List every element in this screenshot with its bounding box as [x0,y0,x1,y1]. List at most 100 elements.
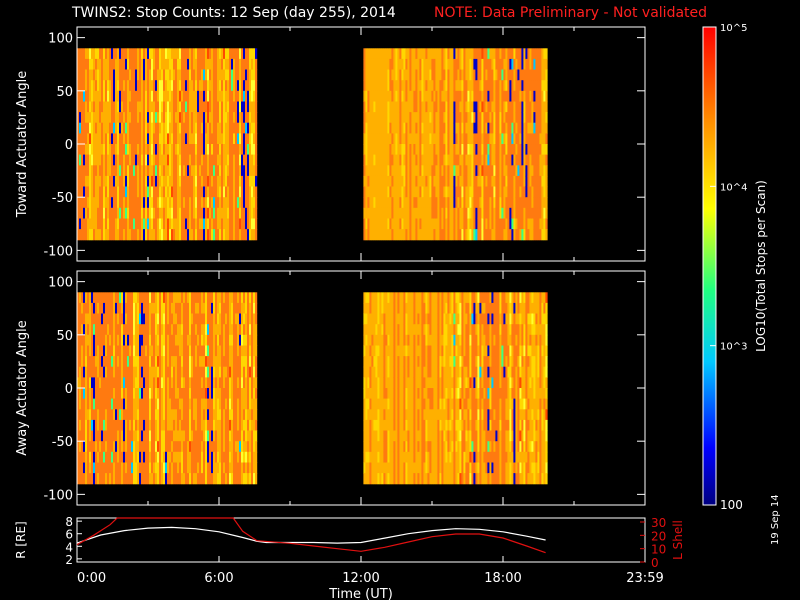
heatmap-cell [413,186,416,198]
heatmap-cell [213,451,216,463]
heatmap-cell [117,356,120,368]
heatmap-cell [403,175,406,188]
heatmap-cell [181,133,184,145]
heatmap-cell [221,302,224,315]
heatmap-cell [519,165,522,177]
heatmap-cell [539,165,542,177]
heatmap-cell [99,90,102,102]
heatmap-cell [511,101,514,113]
heatmap-cell [435,69,438,81]
heatmap-cell [179,430,182,442]
heatmap-cell [247,48,250,60]
heatmap-cell [489,186,492,198]
heatmap-cell [403,48,406,60]
heatmap-cell [209,122,212,134]
heatmap-cell [211,186,214,198]
heatmap-cell [429,80,432,92]
heatmap-cell [397,48,400,60]
heatmap-cell [493,112,496,124]
heatmap-cell [531,175,534,188]
heatmap-cell [109,48,112,60]
heatmap-cell [161,101,164,113]
heatmap-cell [123,302,126,315]
heatmap-cell [83,112,86,124]
heatmap-cell [231,186,234,198]
heatmap-cell [129,112,132,124]
heatmap-cell [501,165,504,177]
heatmap-cell [445,58,448,71]
heatmap-cell [187,345,190,357]
heatmap-cell [219,398,222,410]
heatmap-cell [225,451,228,463]
heatmap-cell [537,186,540,198]
heatmap-cell [119,80,122,92]
heatmap-cell [157,80,160,92]
heatmap-cell [221,292,224,304]
heatmap-cell [487,154,490,166]
heatmap-cell [443,122,446,134]
heatmap-cell [217,473,220,485]
heatmap-cell [393,144,396,156]
heatmap-cell [221,334,224,346]
heatmap-cell [509,186,512,198]
heatmap-cell [419,207,422,219]
heatmap-cell [521,207,524,219]
heatmap-cell [437,165,440,177]
heatmap-cell [469,80,472,92]
heatmap-cell [395,90,398,102]
heatmap-cell [205,133,208,145]
heatmap-cell [211,112,214,124]
heatmap-cell [537,197,540,209]
heatmap-cell [535,165,538,177]
heatmap-cell [85,409,88,421]
heatmap-cell [99,345,102,357]
heatmap-cell [377,144,380,156]
heatmap-cell [203,101,206,113]
heatmap-cell [225,441,228,453]
heatmap-cell [101,69,104,81]
heatmap-cell [143,165,146,177]
heatmap-cell [181,451,184,463]
heatmap-cell [253,398,256,410]
heatmap-cell [365,69,368,81]
heatmap-cell [225,366,228,378]
heatmap-cell [143,441,146,453]
heatmap-cell [135,302,138,315]
heatmap-cell [127,313,130,325]
heatmap-cell [163,398,166,410]
heatmap-cell [225,69,228,81]
heatmap-cell [205,451,208,463]
heatmap-cell [107,334,110,346]
heatmap-cell [117,473,120,485]
heatmap-cell [103,366,106,378]
heatmap-cell [253,58,256,71]
heatmap-cell [219,313,222,325]
heatmap-cell [463,122,466,134]
heatmap-cell [521,58,524,71]
heatmap-cell [225,48,228,60]
heatmap-cell [203,292,206,304]
heatmap-cell [457,229,460,241]
heatmap-cell [433,197,436,209]
heatmap-cell [125,154,128,166]
heatmap-cell [459,207,462,219]
heatmap-cell [205,154,208,166]
heatmap-cell [529,186,532,198]
heatmap-cell [173,324,176,336]
heatmap-cell [117,419,120,432]
heatmap-cell [87,101,90,113]
heatmap-cell [229,462,232,474]
heatmap-cell [103,218,106,230]
heatmap-cell [147,112,150,124]
heatmap-cell [87,324,90,336]
heatmap-cell [169,207,172,219]
heatmap-cell [475,69,478,81]
heatmap-cell [207,48,210,60]
heatmap-cell [393,101,396,113]
heatmap-cell [415,101,418,113]
heatmap-cell [119,218,122,230]
heatmap-cell [503,122,506,134]
heatmap-cell [405,133,408,145]
heatmap-cell [203,377,206,389]
heatmap-cell [119,207,122,219]
